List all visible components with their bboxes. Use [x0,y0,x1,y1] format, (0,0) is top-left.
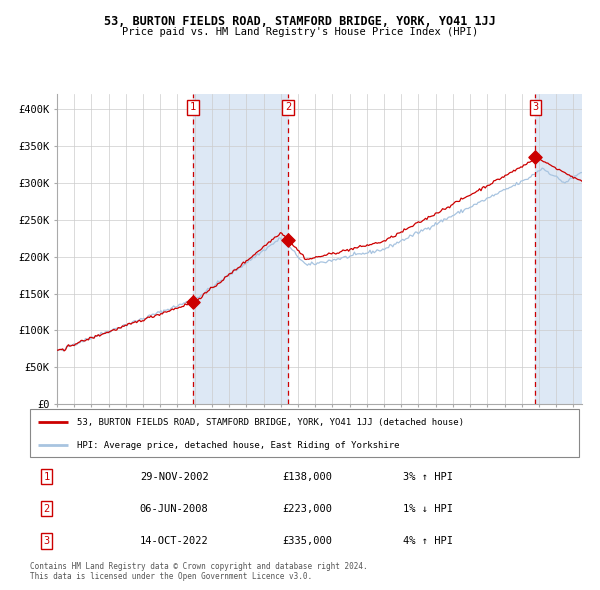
Bar [535,94,582,404]
Point [283,235,293,244]
Text: Contains HM Land Registry data © Crown copyright and database right 2024.
This d: Contains HM Land Registry data © Crown c… [30,562,368,581]
Text: £335,000: £335,000 [283,536,332,546]
Text: 2: 2 [43,504,50,514]
Text: 29-NOV-2002: 29-NOV-2002 [140,472,209,482]
Text: 14-OCT-2022: 14-OCT-2022 [140,536,209,546]
Text: £223,000: £223,000 [283,504,332,514]
Text: Price paid vs. HM Land Registry's House Price Index (HPI): Price paid vs. HM Land Registry's House … [122,27,478,37]
Text: £138,000: £138,000 [283,472,332,482]
Bar [193,94,288,404]
Point [188,297,198,307]
Text: 1% ↓ HPI: 1% ↓ HPI [403,504,454,514]
Text: 3: 3 [532,102,538,112]
Text: 1: 1 [190,102,196,112]
Text: 3: 3 [43,536,50,546]
Text: 53, BURTON FIELDS ROAD, STAMFORD BRIDGE, YORK, YO41 1JJ (detached house): 53, BURTON FIELDS ROAD, STAMFORD BRIDGE,… [77,418,464,427]
Text: 06-JUN-2008: 06-JUN-2008 [140,504,209,514]
Point [530,152,540,162]
Text: 4% ↑ HPI: 4% ↑ HPI [403,536,454,546]
Text: 53, BURTON FIELDS ROAD, STAMFORD BRIDGE, YORK, YO41 1JJ: 53, BURTON FIELDS ROAD, STAMFORD BRIDGE,… [104,15,496,28]
Text: HPI: Average price, detached house, East Riding of Yorkshire: HPI: Average price, detached house, East… [77,441,399,450]
FancyBboxPatch shape [30,409,579,457]
Text: 3% ↑ HPI: 3% ↑ HPI [403,472,454,482]
Text: 2: 2 [285,102,291,112]
Text: 1: 1 [43,472,50,482]
